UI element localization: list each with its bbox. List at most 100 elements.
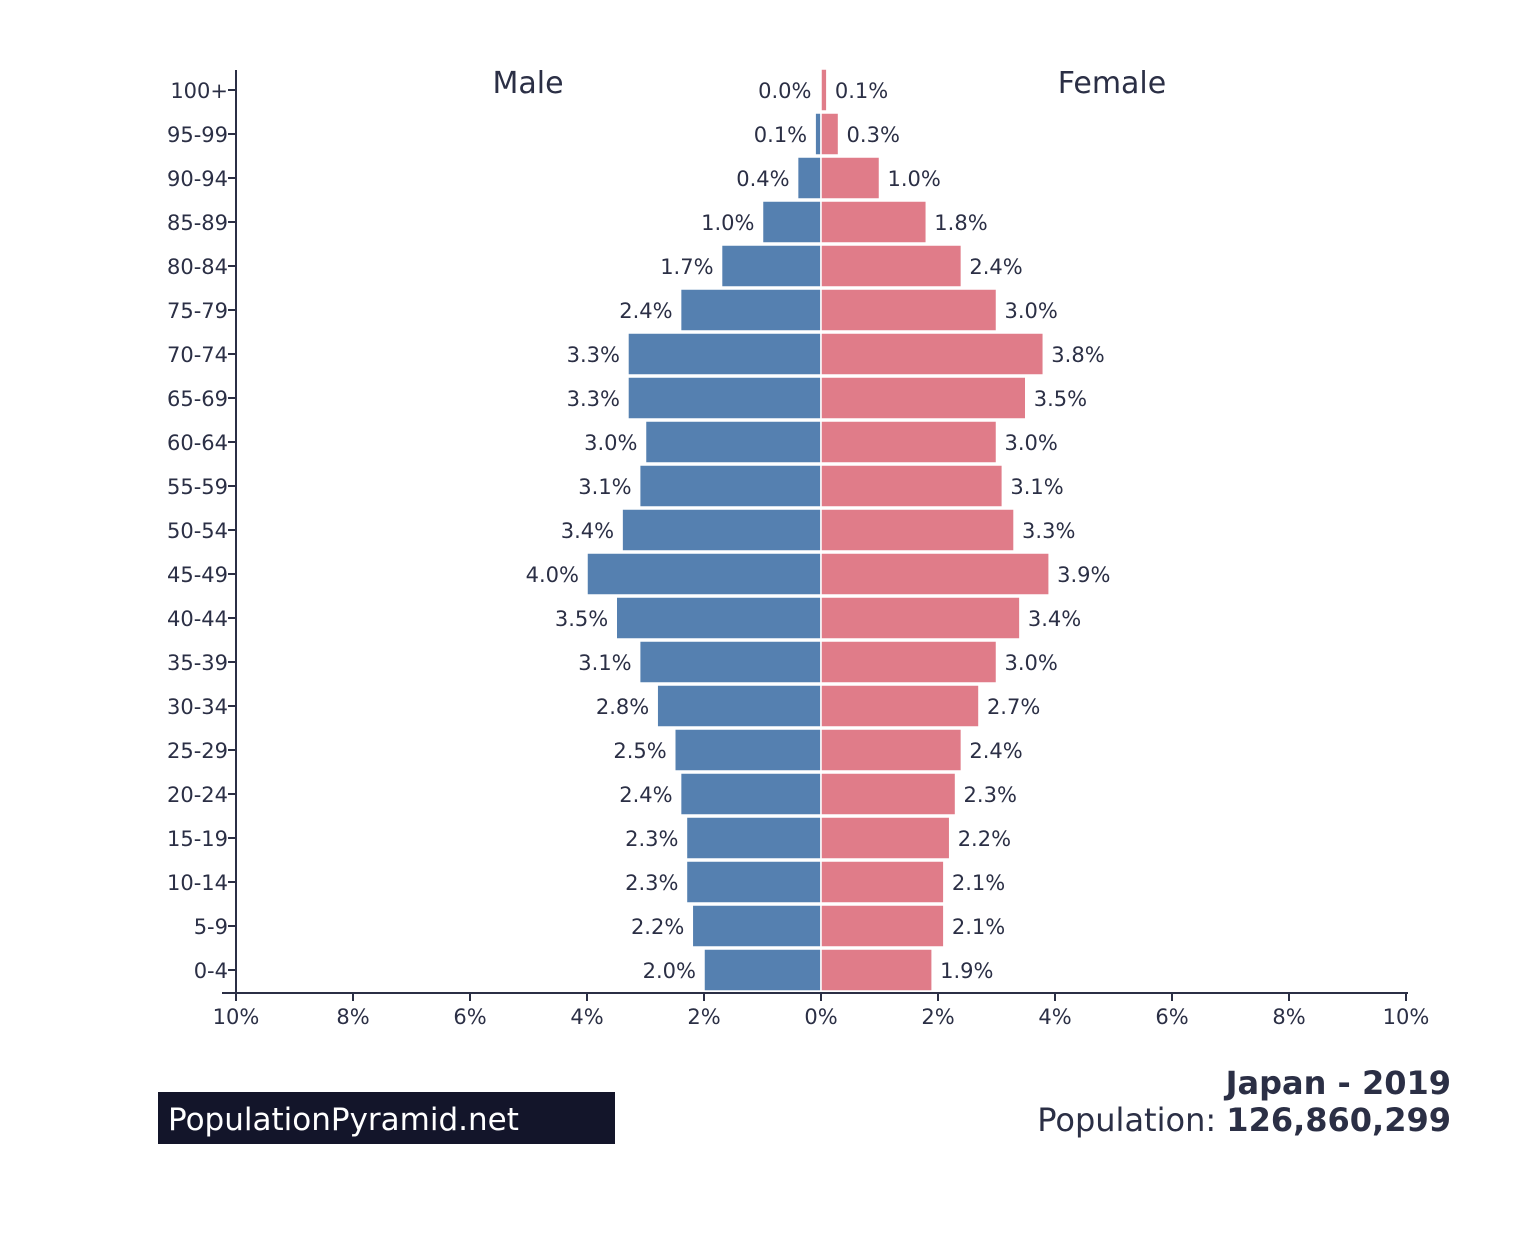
y-axis-ticks: 100+ 95-99 90-94 85-89 80-84 75-79 70-74 65-69 6… xyxy=(167,79,236,983)
male-value-label: 3.1% xyxy=(578,475,631,499)
male-value-label: 1.0% xyxy=(701,211,754,235)
female-value-label: 3.3% xyxy=(1022,519,1075,543)
x-axis-ticks: 10% 8% 6% 4% 2% 0% 2% 4% 6% 8% 10% xyxy=(213,993,1429,1029)
bars-group xyxy=(586,68,1050,992)
female-bar xyxy=(820,464,1004,508)
male-value-label: 2.8% xyxy=(596,695,649,719)
female-bar xyxy=(820,244,963,288)
y-tick-label: 15-19 xyxy=(167,827,228,851)
female-bar xyxy=(820,156,881,200)
female-value-label: 3.9% xyxy=(1057,563,1110,587)
male-value-label: 1.7% xyxy=(660,255,713,279)
female-bar xyxy=(820,420,998,464)
male-value-label: 2.4% xyxy=(619,783,672,807)
male-bar xyxy=(621,508,822,552)
y-tick-label: 80-84 xyxy=(167,255,228,279)
male-bar xyxy=(679,288,822,332)
female-bar xyxy=(820,728,963,772)
y-tick-label: 10-14 xyxy=(167,871,228,895)
female-bar xyxy=(820,816,951,860)
male-bar xyxy=(644,420,822,464)
brand-badge xyxy=(158,1092,615,1144)
female-bar xyxy=(820,640,998,684)
male-value-label: 2.5% xyxy=(613,739,666,763)
y-tick-label: 50-54 xyxy=(167,519,228,543)
y-tick-label: 95-99 xyxy=(167,123,228,147)
y-tick-label: 70-74 xyxy=(167,343,228,367)
female-value-label: 2.3% xyxy=(964,783,1017,807)
female-value-label: 2.2% xyxy=(958,827,1011,851)
female-value-label: 2.1% xyxy=(952,915,1005,939)
male-bar xyxy=(627,332,822,376)
male-value-label: 2.3% xyxy=(625,827,678,851)
female-value-label: 2.7% xyxy=(987,695,1040,719)
y-tick-label: 100+ xyxy=(170,79,228,103)
male-value-label: 2.4% xyxy=(619,299,672,323)
male-value-label: 3.3% xyxy=(567,387,620,411)
y-tick-label: 5-9 xyxy=(194,915,228,939)
female-bar xyxy=(820,200,928,244)
female-value-label: 3.0% xyxy=(1005,431,1058,455)
male-bar xyxy=(703,948,822,992)
female-bar xyxy=(820,684,980,728)
female-value-label: 1.0% xyxy=(888,167,941,191)
male-bar xyxy=(627,376,822,420)
female-bar xyxy=(820,288,998,332)
female-value-label: 0.1% xyxy=(835,79,888,103)
x-tick-label: 10% xyxy=(213,1005,260,1029)
male-value-label: 3.0% xyxy=(584,431,637,455)
y-tick-label: 85-89 xyxy=(167,211,228,235)
male-value-label: 3.5% xyxy=(555,607,608,631)
y-tick-label: 35-39 xyxy=(167,651,228,675)
female-bar xyxy=(820,112,840,156)
y-tick-label: 45-49 xyxy=(167,563,228,587)
male-value-label: 2.3% xyxy=(625,871,678,895)
value-labels-group: 0.0% 0.1% 0.1% 0.3% 0.4% 1.0% 1.0% 1.8% 1.7% 2.4%… xyxy=(526,79,1111,983)
male-value-label: 3.4% xyxy=(561,519,614,543)
chart-title: Japan - 2019 xyxy=(1224,1064,1451,1102)
female-value-label: 0.3% xyxy=(847,123,900,147)
y-tick-label: 20-24 xyxy=(167,783,228,807)
y-tick-label: 65-69 xyxy=(167,387,228,411)
brand-text: PopulationPyramid.net xyxy=(168,1102,519,1138)
female-bar xyxy=(820,332,1045,376)
male-bar xyxy=(691,904,822,948)
female-value-label: 2.1% xyxy=(952,871,1005,895)
x-tick-label: 8% xyxy=(1272,1005,1305,1029)
x-tick-label: 2% xyxy=(687,1005,720,1029)
male-bar xyxy=(638,640,822,684)
female-bar xyxy=(820,552,1050,596)
male-value-label: 3.3% xyxy=(567,343,620,367)
female-value-label: 3.0% xyxy=(1005,651,1058,675)
male-bar xyxy=(685,860,822,904)
y-tick-label: 55-59 xyxy=(167,475,228,499)
male-value-label: 0.1% xyxy=(754,123,807,147)
male-bar xyxy=(796,156,822,200)
population-label: Population: xyxy=(1037,1101,1226,1139)
male-value-label: 2.2% xyxy=(631,915,684,939)
x-tick-label: 0% xyxy=(804,1005,837,1029)
male-header: Male xyxy=(492,66,563,101)
female-bar xyxy=(820,860,945,904)
female-bar xyxy=(820,508,1015,552)
male-bar xyxy=(679,772,822,816)
female-value-label: 1.8% xyxy=(934,211,987,235)
y-tick-label: 0-4 xyxy=(194,959,228,983)
population-line: Population: 126,860,299 xyxy=(1037,1101,1451,1139)
population-value: 126,860,299 xyxy=(1226,1101,1451,1139)
female-value-label: 1.9% xyxy=(940,959,993,983)
y-tick-label: 40-44 xyxy=(167,607,228,631)
male-bar xyxy=(674,728,822,772)
y-tick-label: 30-34 xyxy=(167,695,228,719)
male-value-label: 0.4% xyxy=(736,167,789,191)
x-tick-label: 2% xyxy=(921,1005,954,1029)
x-tick-label: 6% xyxy=(453,1005,486,1029)
female-bar xyxy=(820,596,1021,640)
x-tick-label: 4% xyxy=(570,1005,603,1029)
female-header: Female xyxy=(1058,66,1166,101)
male-value-label: 4.0% xyxy=(526,563,579,587)
x-tick-label: 4% xyxy=(1038,1005,1071,1029)
male-value-label: 3.1% xyxy=(578,651,631,675)
y-tick-label: 25-29 xyxy=(167,739,228,763)
